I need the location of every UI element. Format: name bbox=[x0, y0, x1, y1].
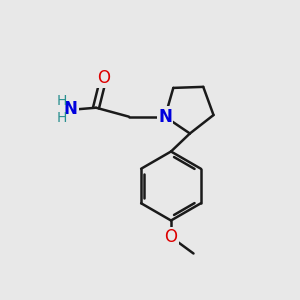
Text: O: O bbox=[164, 228, 178, 246]
Text: N: N bbox=[158, 108, 172, 126]
Text: O: O bbox=[97, 69, 110, 87]
Text: N: N bbox=[64, 100, 77, 118]
Text: H: H bbox=[57, 111, 67, 124]
Text: H: H bbox=[57, 94, 67, 108]
